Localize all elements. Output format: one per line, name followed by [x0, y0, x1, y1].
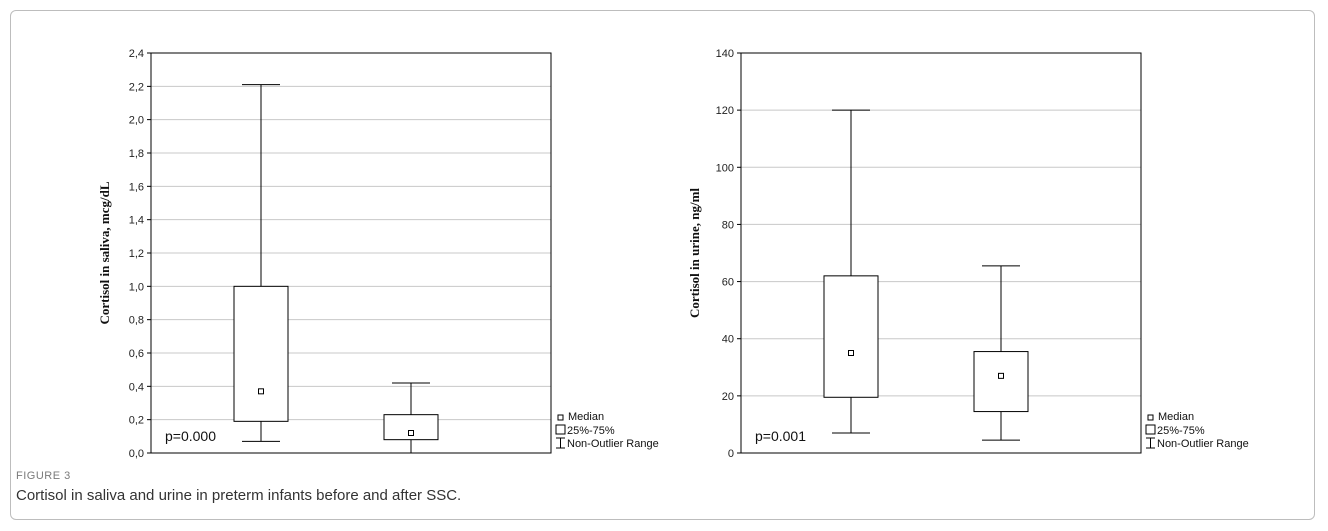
y-tick-label: 120 [716, 105, 734, 117]
box-group [383, 382, 439, 454]
y-tick-label: 140 [716, 48, 734, 60]
median-marker [848, 350, 854, 356]
y-tick-label: 60 [722, 277, 734, 289]
box-group [973, 265, 1029, 441]
p-value-annotation: p=0.001 [755, 428, 806, 444]
plot-frame [740, 52, 1142, 454]
y-tick-label: 100 [716, 162, 734, 174]
category-label: before SSC [820, 458, 882, 461]
legend-iqr-label: 25%-75% [567, 425, 615, 437]
legend-median-symbol [1147, 414, 1154, 421]
box-group [233, 84, 289, 442]
legend-iqr-symbol [555, 424, 566, 435]
saliva-cortisol-chart: 0,0 0,2 0,4 0,6 0,8 1,0 1,2 1,4 1,6 1,8 2,0 2,2 2,4 C… [97, 48, 659, 461]
y-tick-label: 80 [722, 219, 734, 231]
category-label: after SSC [974, 458, 1028, 461]
legend-iqr-symbol [1145, 424, 1156, 435]
legend-median-label: Median [1158, 411, 1194, 423]
y-axis-label: Cortisol in saliva, mcg/dL [97, 181, 112, 324]
iqr-box [973, 351, 1029, 413]
y-tick-label: 40 [722, 334, 734, 346]
y-tick-label: 2,2 [129, 81, 144, 93]
legend-range-label: Non-Outlier Range [1157, 438, 1249, 450]
y-tick-label: 20 [722, 391, 734, 403]
legend-median-label: Median [568, 411, 604, 423]
figure-caption: Cortisol in saliva and urine in preterm … [16, 487, 462, 504]
y-tick-label: 0,0 [129, 448, 144, 460]
y-tick-label: 0,4 [129, 381, 144, 393]
median-marker [408, 430, 414, 436]
y-tick-label: 1,8 [129, 148, 144, 160]
y-tick-label: 1,4 [129, 215, 144, 227]
figure-label: FIGURE 3 [16, 470, 71, 482]
y-tick-label: 1,0 [129, 281, 144, 293]
figure-container: 0,0 0,2 0,4 0,6 0,8 1,0 1,2 1,4 1,6 1,8 2,0 2,2 2,4 C… [10, 10, 1315, 520]
iqr-box [233, 285, 289, 422]
legend-median-symbol [557, 414, 564, 421]
y-tick-label: 0,6 [129, 348, 144, 360]
legend: Median 25%-75%Non-Outlier Range [555, 411, 659, 450]
median-marker [998, 372, 1004, 379]
y-tick-label: 0 [728, 448, 734, 460]
legend-iqr-label: 25%-75% [1157, 425, 1205, 437]
y-tick-label: 1,2 [129, 248, 144, 260]
y-tick-label: 2,4 [129, 48, 144, 60]
iqr-box [823, 275, 879, 398]
legend-range-label: Non-Outlier Range [567, 438, 659, 450]
category-label: before SSC [230, 458, 292, 461]
y-tick-label: 0,8 [129, 315, 144, 327]
median-marker [258, 388, 264, 395]
p-value-annotation: p=0.000 [165, 428, 216, 444]
legend: Median 25%-75%Non-Outlier Range [1145, 411, 1249, 450]
box-group [823, 109, 879, 434]
y-tick-label: 0,2 [129, 415, 144, 427]
y-tick-label: 1,6 [129, 181, 144, 193]
urine-cortisol-chart: 0 20 40 60 80 100 120 140 Cortisol in urine, ng/… [687, 48, 1249, 461]
y-tick-label: 2,0 [129, 115, 144, 127]
category-label: after SSC [384, 458, 438, 461]
y-axis-label: Cortisol in urine, ng/ml [687, 188, 702, 318]
